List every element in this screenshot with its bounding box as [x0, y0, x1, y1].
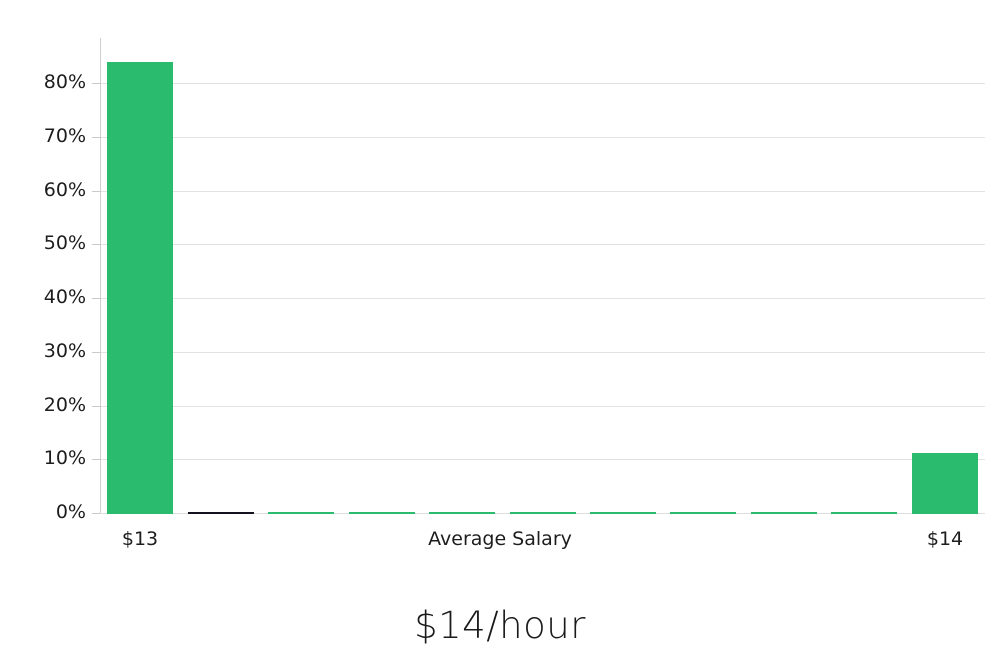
- gridline: [100, 244, 985, 245]
- y-tick-label: 80%: [43, 71, 86, 93]
- bar[interactable]: [510, 512, 576, 514]
- y-axis-tick: [92, 406, 101, 407]
- y-tick-label: 20%: [43, 394, 86, 416]
- gridline: [100, 191, 985, 192]
- gridline: [100, 459, 985, 460]
- chart-title: $14/hour: [414, 604, 586, 647]
- y-tick-label: 60%: [43, 179, 86, 201]
- gridline: [100, 83, 985, 84]
- y-axis-tick: [92, 513, 101, 514]
- bar[interactable]: [268, 512, 334, 514]
- gridline: [100, 137, 985, 138]
- bar[interactable]: [349, 512, 415, 514]
- y-tick-label: 50%: [43, 232, 86, 254]
- x-tick-label-right: $14: [926, 528, 964, 550]
- y-axis-tick: [92, 191, 101, 192]
- gridline: [100, 352, 985, 353]
- bar[interactable]: [670, 512, 736, 514]
- bar[interactable]: [188, 512, 254, 514]
- bars-layer: [100, 38, 985, 514]
- bar[interactable]: [429, 512, 495, 514]
- x-tick-label-left: $13: [121, 528, 159, 550]
- y-tick-label: 30%: [43, 340, 86, 362]
- bar[interactable]: [912, 453, 978, 514]
- y-axis-line: [100, 38, 101, 514]
- y-tick-label: 70%: [43, 125, 86, 147]
- y-axis-tick: [92, 352, 101, 353]
- bar[interactable]: [831, 512, 897, 514]
- y-tick-label: 0%: [55, 501, 86, 523]
- gridline: [100, 298, 985, 299]
- y-axis-tick: [92, 244, 101, 245]
- y-axis-tick: [92, 83, 101, 84]
- y-tick-label: 10%: [43, 447, 86, 469]
- x-axis-title: Average Salary: [428, 528, 572, 550]
- y-axis-tick: [92, 137, 101, 138]
- gridline: [100, 406, 985, 407]
- bar[interactable]: [590, 512, 656, 514]
- y-axis-tick: [92, 459, 101, 460]
- y-tick-label: 40%: [43, 286, 86, 308]
- bar[interactable]: [751, 512, 817, 514]
- bar[interactable]: [107, 62, 173, 514]
- y-axis-tick: [92, 298, 101, 299]
